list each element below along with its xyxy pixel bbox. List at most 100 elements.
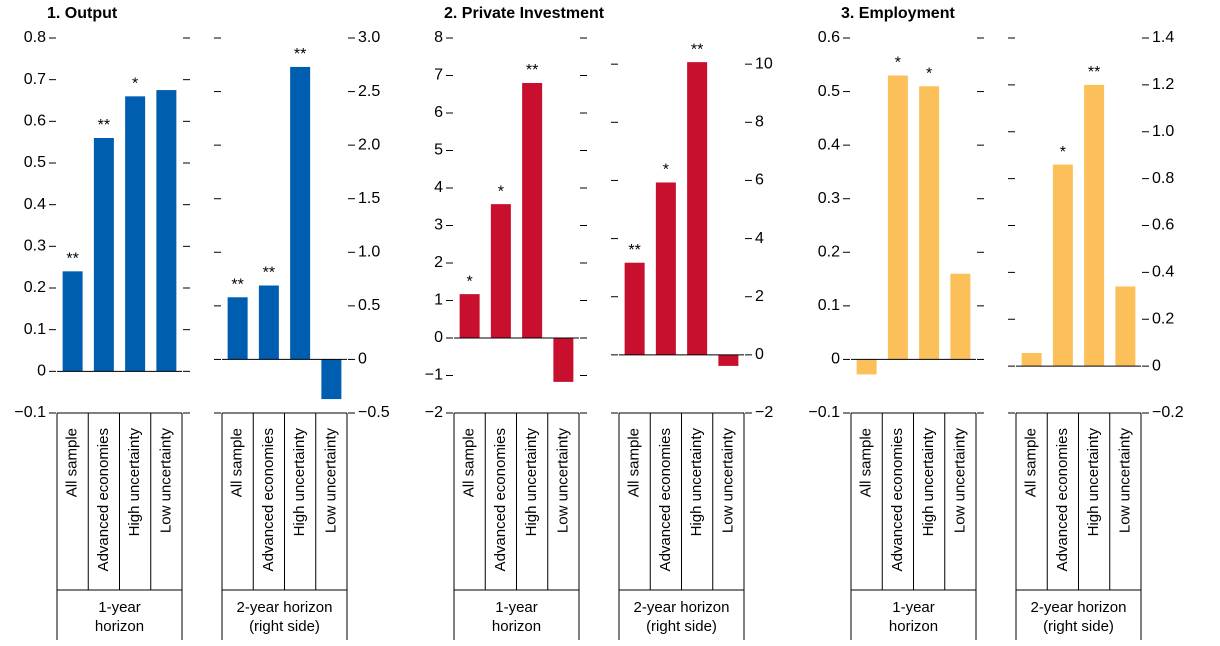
bar <box>62 271 83 372</box>
x-tick-label: All sample <box>858 428 875 497</box>
significance-label: ** <box>1088 64 1100 81</box>
y-tick-label: 4 <box>434 179 443 196</box>
group-label-box: 1-year horizon <box>889 599 938 635</box>
x-tick-label: Low uncertainty <box>719 428 736 534</box>
significance-label: ** <box>98 117 110 134</box>
panel-title: 2. Private Investment <box>444 5 605 22</box>
x-tick-label: All sample <box>461 428 478 497</box>
y-tick-label: 0.2 <box>818 244 840 261</box>
bar <box>856 359 877 375</box>
y-tick-label: 0.1 <box>24 321 46 338</box>
legend-label: 2-year horizon (right side) <box>1030 599 1127 635</box>
y2-tick-label: 0.8 <box>1152 170 1174 187</box>
legend-label: 1-year horizon <box>491 599 542 635</box>
significance-label: ** <box>691 41 703 58</box>
y2-tick-label: −2 <box>755 404 773 421</box>
significance-label: ** <box>231 277 243 294</box>
bar <box>1115 286 1136 367</box>
y2-tick-label: 0.4 <box>1152 264 1174 281</box>
bar <box>950 273 971 360</box>
bar <box>655 182 676 355</box>
bar <box>1021 353 1042 367</box>
bar <box>459 294 480 338</box>
x-tick-label: Advanced economies <box>657 428 674 571</box>
y2-tick-label: 8 <box>755 114 764 131</box>
x-tick-label: High uncertainty <box>1085 428 1102 537</box>
y-tick-label: 0 <box>37 363 46 380</box>
y2-tick-label: 10 <box>755 55 773 72</box>
y2-tick-label: −0.5 <box>358 404 390 421</box>
bar <box>887 75 908 360</box>
y-tick-label: 0.1 <box>818 297 840 314</box>
bar <box>624 262 645 355</box>
group-label-box: 1-year horizon <box>94 599 145 635</box>
group-label-box: 2-year horizon (right side) <box>1030 599 1127 635</box>
y2-tick-label: 2.0 <box>358 136 380 153</box>
x-tick-label: Advanced economies <box>1054 428 1071 571</box>
legend-label: 2-year horizon (right side) <box>236 599 333 635</box>
x-tick-label: High uncertainty <box>920 428 937 537</box>
bar <box>1052 164 1073 367</box>
y2-tick-label: 0.2 <box>1152 310 1174 327</box>
bar <box>553 338 574 382</box>
y-tick-label: 0.6 <box>24 113 46 130</box>
y-tick-label: 3 <box>434 217 443 234</box>
x-tick-label: All sample <box>626 428 643 497</box>
bar <box>919 86 940 360</box>
bar <box>490 204 511 338</box>
y2-tick-label: 4 <box>755 230 764 247</box>
x-tick-label: Advanced economies <box>260 428 277 571</box>
x-tick-label: Advanced economies <box>492 428 509 571</box>
bar <box>687 62 708 355</box>
significance-label: * <box>926 65 932 82</box>
group-label-box: 1-year horizon <box>491 599 542 635</box>
panel-title: 3. Employment <box>841 5 955 22</box>
significance-label: ** <box>294 46 306 63</box>
y2-tick-label: 6 <box>755 172 764 189</box>
y-tick-label: 7 <box>434 67 443 84</box>
x-tick-label: Advanced economies <box>95 428 112 571</box>
x-tick-label: Low uncertainty <box>554 428 571 534</box>
y-tick-label: −0.1 <box>14 404 46 421</box>
y-tick-label: 0.4 <box>24 196 46 213</box>
y2-tick-label: 1.0 <box>358 244 380 261</box>
x-tick-label: Advanced economies <box>889 428 906 571</box>
y-tick-label: 0.5 <box>818 83 840 100</box>
bar <box>258 285 279 360</box>
y-tick-label: 0.2 <box>24 279 46 296</box>
x-tick-label: High uncertainty <box>126 428 143 537</box>
y2-tick-label: 0.6 <box>1152 217 1174 234</box>
x-tick-label: All sample <box>64 428 81 497</box>
y2-tick-label: 2.5 <box>358 83 380 100</box>
y-tick-label: 0.5 <box>24 154 46 171</box>
y-tick-label: 6 <box>434 104 443 121</box>
y2-tick-label: 3.0 <box>358 29 380 46</box>
y-tick-label: −2 <box>425 404 443 421</box>
y2-tick-label: 0 <box>755 346 764 363</box>
y-tick-label: −0.1 <box>808 404 840 421</box>
significance-label: ** <box>628 242 640 259</box>
group-label-box: 2-year horizon (right side) <box>236 599 333 635</box>
legend-label: 1-year horizon <box>94 599 145 635</box>
y-tick-label: 0.7 <box>24 71 46 88</box>
panel-title: 1. Output <box>47 5 118 22</box>
bar <box>1084 84 1105 367</box>
significance-label: ** <box>263 265 275 282</box>
bar <box>227 297 248 360</box>
y-tick-label: 0.8 <box>24 29 46 46</box>
bar <box>93 138 114 372</box>
x-tick-label: Low uncertainty <box>1116 428 1133 534</box>
y2-tick-label: 0.5 <box>358 297 380 314</box>
bar <box>290 66 311 360</box>
bar <box>156 90 177 372</box>
y-tick-label: 0 <box>434 329 443 346</box>
significance-label: ** <box>66 251 78 268</box>
y2-tick-label: 1.0 <box>1152 123 1174 140</box>
y-tick-label: 0.6 <box>818 29 840 46</box>
y-tick-label: 8 <box>434 29 443 46</box>
significance-label: * <box>132 76 138 93</box>
y2-tick-label: 1.2 <box>1152 76 1174 93</box>
x-tick-label: Low uncertainty <box>157 428 174 534</box>
bar <box>321 359 342 400</box>
